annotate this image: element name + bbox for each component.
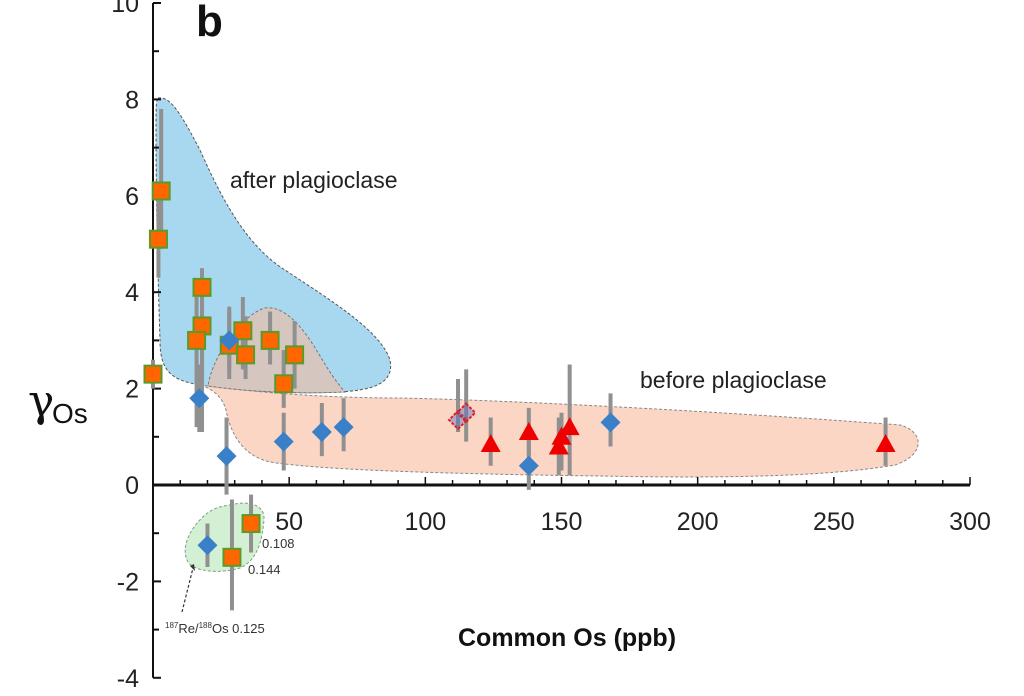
- square-marker: [151, 181, 171, 201]
- annotation-0108: 0.108: [262, 536, 295, 551]
- square-marker: [241, 514, 261, 534]
- diamond-marker: [197, 535, 218, 556]
- square-marker: [285, 345, 305, 365]
- axes: -4 -2 0 2 4 6 8 10 50 100 150 200 250 300: [111, 0, 991, 693]
- square-marker: [236, 345, 256, 365]
- triangle-marker: [551, 426, 572, 445]
- triangle-marker: [559, 417, 580, 436]
- region-label-after: after plagioclase: [230, 167, 398, 193]
- square-marker: [143, 364, 163, 384]
- y-tick-label: 10: [111, 0, 139, 18]
- square-marker: [233, 321, 253, 341]
- labels-layer: b after plagioclase before plagioclase C…: [28, 0, 827, 652]
- hollow-diamond-marker: [447, 409, 469, 431]
- y-tick-label: -4: [117, 665, 139, 693]
- iso-os: 188: [199, 621, 213, 630]
- annotation-arrowhead: [190, 564, 195, 571]
- y-tick-label: 6: [125, 183, 139, 211]
- annotation-arrow: [181, 567, 194, 613]
- triangle-marker: [548, 436, 569, 455]
- y-axis-title-subscript: Os: [52, 398, 88, 429]
- y-tick-label: 8: [125, 86, 139, 114]
- diamond-marker: [219, 330, 240, 351]
- iso-re: 187: [165, 621, 179, 630]
- diamond-marker: [311, 421, 332, 442]
- panel-label: b: [196, 0, 223, 46]
- diamond-marker: [273, 431, 294, 452]
- x-tick-label: 250: [813, 508, 855, 536]
- diamond-marker: [333, 417, 354, 438]
- y-tick-label: 2: [125, 376, 139, 404]
- region-label-before: before plagioclase: [640, 367, 827, 393]
- os-label: Os 0.125: [212, 621, 265, 636]
- diamond-marker: [216, 446, 237, 467]
- diamond-marker: [518, 455, 539, 476]
- square-marker: [274, 374, 294, 394]
- triangle-marker: [518, 421, 539, 440]
- triangle-marker: [875, 434, 896, 453]
- y-tick-label: 4: [125, 279, 139, 307]
- y-tick-label: -2: [117, 568, 139, 596]
- x-tick-label: 200: [677, 508, 719, 536]
- x-tick-label: 150: [541, 508, 583, 536]
- triangle-marker: [480, 434, 501, 453]
- annotation-0144: 0.144: [248, 562, 281, 577]
- re-label: Re/: [178, 621, 199, 636]
- x-tick-label: 300: [949, 508, 991, 536]
- hollow-diamond-marker: [455, 402, 477, 424]
- square-marker: [192, 277, 212, 297]
- diamond-marker: [600, 412, 621, 433]
- diamond-marker: [189, 388, 210, 409]
- x-axis-title: Common Os (ppb): [458, 624, 676, 652]
- y-tick-label: 0: [125, 472, 139, 500]
- square-marker: [187, 330, 207, 350]
- square-marker: [260, 330, 280, 350]
- y-axis-title-symbol: γ: [28, 376, 54, 427]
- annotation-re-os-ratio: 187Re/188Os 0.125: [165, 621, 265, 636]
- x-tick-label: 100: [404, 508, 446, 536]
- x-tick-label: 50: [275, 508, 303, 536]
- markers-layer: [143, 181, 896, 567]
- square-marker: [148, 229, 168, 249]
- square-marker: [222, 547, 242, 567]
